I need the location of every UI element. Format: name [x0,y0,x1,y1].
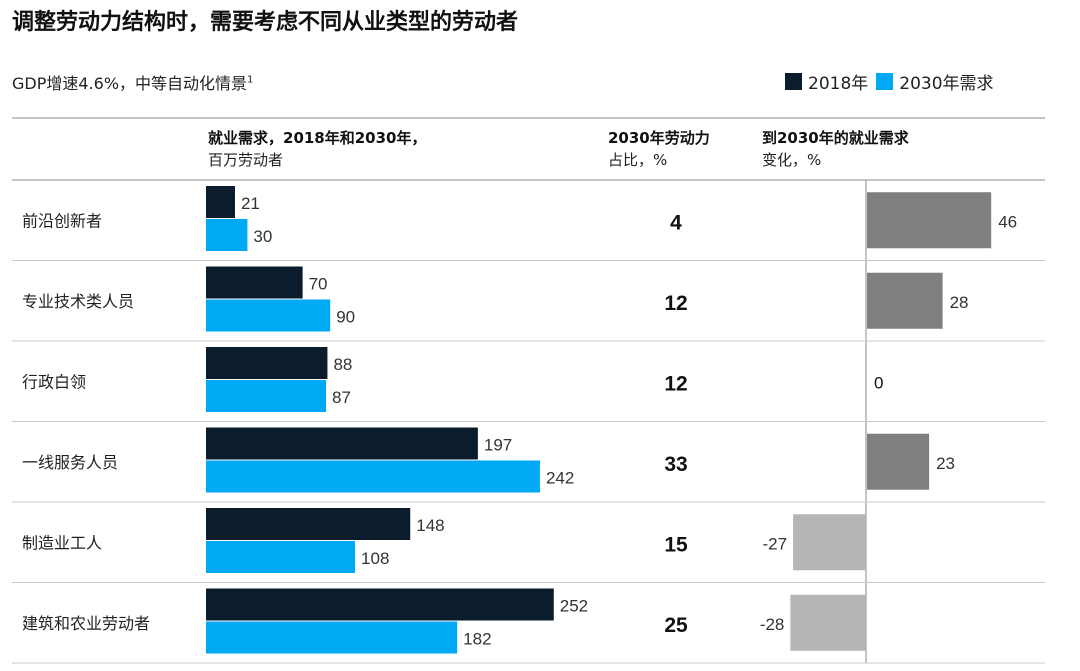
change-bar [867,192,992,249]
bar-2030 [206,380,327,412]
bar-value-label: 182 [463,630,491,649]
bar-2018 [206,186,235,218]
bar-2030 [206,460,540,493]
bar-value-label: 88 [333,355,352,374]
legend-swatch-2018 [785,73,802,90]
share-value: 33 [664,453,687,476]
category-label: 专业技术类人员 [22,293,134,311]
change-bar [793,514,866,571]
change-value-label: 0 [874,373,883,392]
header-demand-line2: 百万劳动者 [208,151,284,169]
category-label: 建筑和农业劳动者 [22,615,150,633]
legend-label-2018: 2018年 [808,74,869,94]
share-value: 25 [664,614,688,637]
bar-2018 [206,427,478,460]
change-value-label: 28 [950,293,969,312]
header-change: 到2030年的就业需求 变化，% [762,127,909,171]
category-label: 制造业工人 [22,534,102,552]
legend-item-2030: 2030年需求 [876,69,994,94]
chart-title: 调整劳动力结构时，需要考虑不同从业类型的劳动者 [12,10,519,35]
header-share: 2030年劳动力 占比，% [608,127,710,171]
header-demand: 就业需求，2018年和2030年， 百万劳动者 [208,127,427,171]
chart-subtitle: GDP增速4.6%，中等自动化情景1 [12,70,253,94]
header-change-line1: 到2030年的就业需求 [762,129,909,147]
subtitle-text: GDP增速4.6%，中等自动化情景 [12,74,248,93]
change-bar [790,594,866,651]
header-demand-line1: 就业需求，2018年和2030年， [208,129,427,147]
category-label: 前沿创新者 [22,212,102,230]
bar-2030 [206,541,356,573]
bar-2018 [206,266,303,299]
category-label: 行政白领 [22,373,86,391]
change-value-label: -28 [760,615,785,634]
header-change-line2: 变化，% [762,151,822,169]
share-value: 4 [670,211,682,234]
header-share-line1: 2030年劳动力 [608,129,710,147]
bar-2018 [206,588,554,621]
bar-2018 [206,508,411,540]
bar-value-label: 252 [560,597,588,616]
legend-swatch-2030 [876,73,894,90]
legend-label-2030: 2030年需求 [899,74,994,94]
change-value-label: -27 [763,534,788,553]
bar-2018 [206,347,328,379]
bar-2030 [206,621,458,654]
bar-value-label: 30 [253,227,272,246]
bar-value-label: 108 [361,549,389,568]
header-share-line2: 占比，% [608,151,668,169]
bar-value-label: 148 [416,516,444,535]
legend-item-2018: 2018年 [785,69,868,94]
bar-value-label: 242 [546,469,574,488]
change-bar [867,272,943,329]
bar-value-label: 21 [241,194,260,213]
share-value: 15 [664,533,688,556]
bar-value-label: 197 [484,436,512,455]
bar-value-label: 87 [332,388,351,407]
bar-value-label: 90 [336,308,355,327]
change-value-label: 23 [936,454,955,473]
change-value-label: 46 [998,212,1017,231]
bar-2030 [206,299,331,332]
legend: 2018年 2030年需求 [785,69,1002,94]
category-label: 一线服务人员 [22,454,118,472]
footnote-marker: 1 [247,74,254,86]
bar-2030 [206,219,248,251]
change-bar [867,433,930,490]
share-value: 12 [664,292,687,315]
share-value: 12 [664,372,687,395]
bar-value-label: 70 [309,275,328,294]
